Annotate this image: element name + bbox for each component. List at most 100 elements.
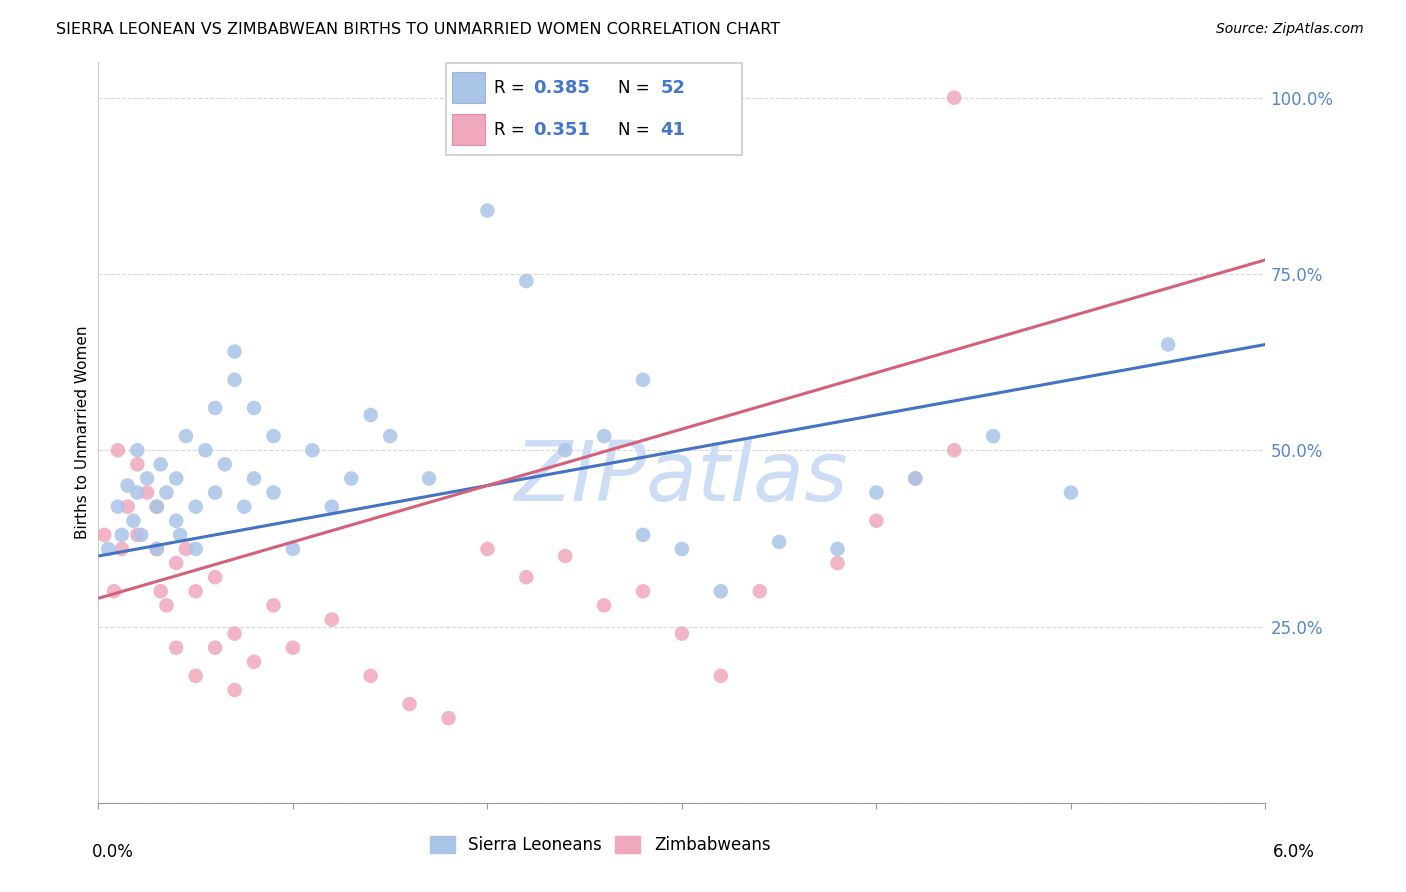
Point	[748, 584, 770, 599]
Point	[321, 612, 343, 626]
Text: 52: 52	[661, 78, 686, 96]
Point	[146, 541, 169, 556]
Text: 0.385: 0.385	[534, 78, 591, 96]
Point	[477, 203, 499, 218]
Point	[184, 584, 207, 599]
Point	[515, 570, 537, 584]
Point	[129, 528, 152, 542]
Point	[169, 528, 191, 542]
Point	[117, 500, 139, 514]
Text: Source: ZipAtlas.com: Source: ZipAtlas.com	[1216, 22, 1364, 37]
Text: R =: R =	[495, 78, 530, 96]
Point	[184, 669, 207, 683]
Legend: Sierra Leoneans, Zimbabweans: Sierra Leoneans, Zimbabweans	[423, 830, 778, 861]
Point	[122, 514, 145, 528]
Text: SIERRA LEONEAN VS ZIMBABWEAN BIRTHS TO UNMARRIED WOMEN CORRELATION CHART: SIERRA LEONEAN VS ZIMBABWEAN BIRTHS TO U…	[56, 22, 780, 37]
Text: ZIPatlas: ZIPatlas	[515, 436, 849, 517]
Text: 0.351: 0.351	[534, 121, 591, 139]
Text: R =: R =	[495, 121, 530, 139]
Point	[146, 500, 169, 514]
Point	[1157, 337, 1180, 351]
Point	[380, 429, 402, 443]
Point	[593, 429, 616, 443]
Point	[155, 599, 177, 613]
Text: 0.0%: 0.0%	[91, 843, 134, 861]
Point	[174, 429, 197, 443]
Point	[127, 485, 149, 500]
Point	[904, 471, 927, 485]
Point	[165, 471, 187, 485]
Point	[340, 471, 363, 485]
Point	[127, 528, 149, 542]
Point	[827, 556, 849, 570]
Point	[165, 640, 187, 655]
Point	[243, 471, 266, 485]
Point	[107, 443, 129, 458]
Point	[93, 528, 115, 542]
Point	[554, 549, 576, 563]
Point	[865, 514, 887, 528]
Point	[631, 528, 654, 542]
Point	[149, 458, 172, 472]
Point	[204, 485, 226, 500]
Text: N =: N =	[619, 78, 655, 96]
Point	[671, 541, 693, 556]
Point	[437, 711, 460, 725]
Point	[136, 471, 159, 485]
Point	[671, 626, 693, 640]
Point	[204, 401, 226, 415]
Point	[214, 458, 236, 472]
Point	[146, 541, 169, 556]
FancyBboxPatch shape	[446, 63, 742, 155]
Point	[103, 584, 125, 599]
Point	[204, 640, 226, 655]
Point	[165, 556, 187, 570]
Point	[360, 408, 382, 422]
Point	[360, 669, 382, 683]
Point	[127, 458, 149, 472]
Point	[224, 626, 246, 640]
Point	[262, 429, 284, 443]
Point	[321, 500, 343, 514]
Point	[204, 570, 226, 584]
Point	[710, 669, 733, 683]
Point	[243, 655, 266, 669]
Point	[1060, 485, 1083, 500]
Point	[477, 541, 499, 556]
Point	[233, 500, 256, 514]
Bar	[451, 114, 485, 145]
Point	[281, 640, 304, 655]
Point	[943, 443, 966, 458]
Point	[943, 91, 966, 105]
Point	[165, 514, 187, 528]
Point	[827, 541, 849, 556]
Point	[243, 401, 266, 415]
Point	[631, 584, 654, 599]
Point	[554, 443, 576, 458]
Y-axis label: Births to Unmarried Women: Births to Unmarried Women	[75, 326, 90, 540]
Point	[117, 478, 139, 492]
Point	[301, 443, 323, 458]
Bar	[451, 72, 485, 103]
Point	[136, 485, 159, 500]
Point	[155, 485, 177, 500]
Point	[224, 344, 246, 359]
Point	[184, 541, 207, 556]
Point	[593, 599, 616, 613]
Point	[865, 485, 887, 500]
Point	[710, 584, 733, 599]
Point	[97, 541, 120, 556]
Point	[768, 535, 790, 549]
Point	[262, 485, 284, 500]
Point	[224, 683, 246, 698]
Point	[631, 373, 654, 387]
Point	[904, 471, 927, 485]
Text: N =: N =	[619, 121, 655, 139]
Point	[281, 541, 304, 556]
Point	[515, 274, 537, 288]
Point	[224, 373, 246, 387]
Point	[127, 443, 149, 458]
Point	[981, 429, 1004, 443]
Point	[146, 500, 169, 514]
Point	[398, 697, 420, 711]
